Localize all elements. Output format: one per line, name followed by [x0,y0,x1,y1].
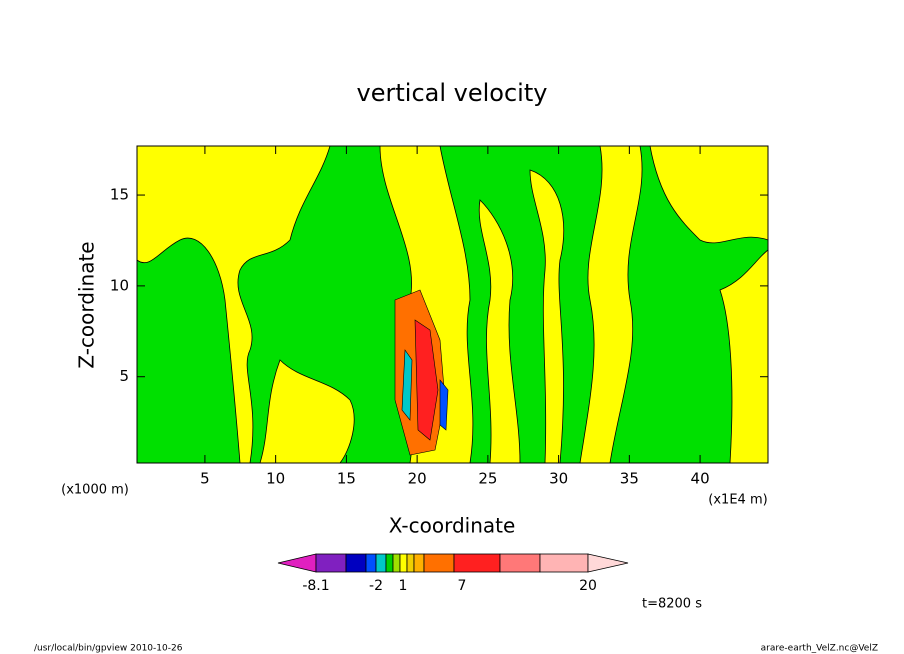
y-axis-label: Z-coordinate [75,241,99,368]
colorbar-swatch [399,553,408,573]
x-tick-label: 10 [266,470,285,488]
x-tick-label: 40 [691,470,710,488]
colorbar-swatch [406,553,415,573]
x-tick-label: 35 [620,470,639,488]
colorbar-swatch [315,553,347,573]
colorbar-swatch [385,553,394,573]
x-tick-label: 30 [549,470,568,488]
colorbar-swatch [587,553,629,573]
x-tick-label: 20 [408,470,427,488]
contour-field [136,145,769,464]
x-unit: (x1E4 m) [708,493,767,508]
colorbar-tick-label: 20 [579,578,597,594]
y-tick-label: 5 [119,367,129,385]
y-unit: (x1000 m) [61,483,129,498]
chart-title: vertical velocity [357,79,548,107]
colorbar-tick-label: 7 [458,578,467,594]
x-tick-label: 15 [337,470,356,488]
colorbar-swatch [375,553,387,573]
colorbar-swatch [277,553,317,573]
colorbar-tick-label: -8.1 [302,578,329,594]
x-tick-label: 5 [200,470,210,488]
footer-right: arare-earth_VelZ.nc@VelZ [761,644,878,654]
colorbar-swatch [499,553,541,573]
colorbar-swatch [423,553,455,573]
colorbar-swatch [392,553,401,573]
y-tick-label: 15 [110,186,129,204]
colorbar-swatch [453,553,501,573]
colorbar-tick-label: 1 [399,578,408,594]
colorbar-swatch [365,553,377,573]
time-label: t=8200 s [642,597,702,612]
colorbar-tick-label: -2 [369,578,383,594]
colorbar-swatch [539,553,589,573]
colorbar-swatch [345,553,367,573]
x-tick-label: 25 [478,470,497,488]
footer-left: /usr/local/bin/gpview 2010-10-26 [34,644,183,654]
y-tick-label: 10 [110,276,129,294]
x-axis-label: X-coordinate [389,514,516,538]
colorbar-swatch [413,553,425,573]
